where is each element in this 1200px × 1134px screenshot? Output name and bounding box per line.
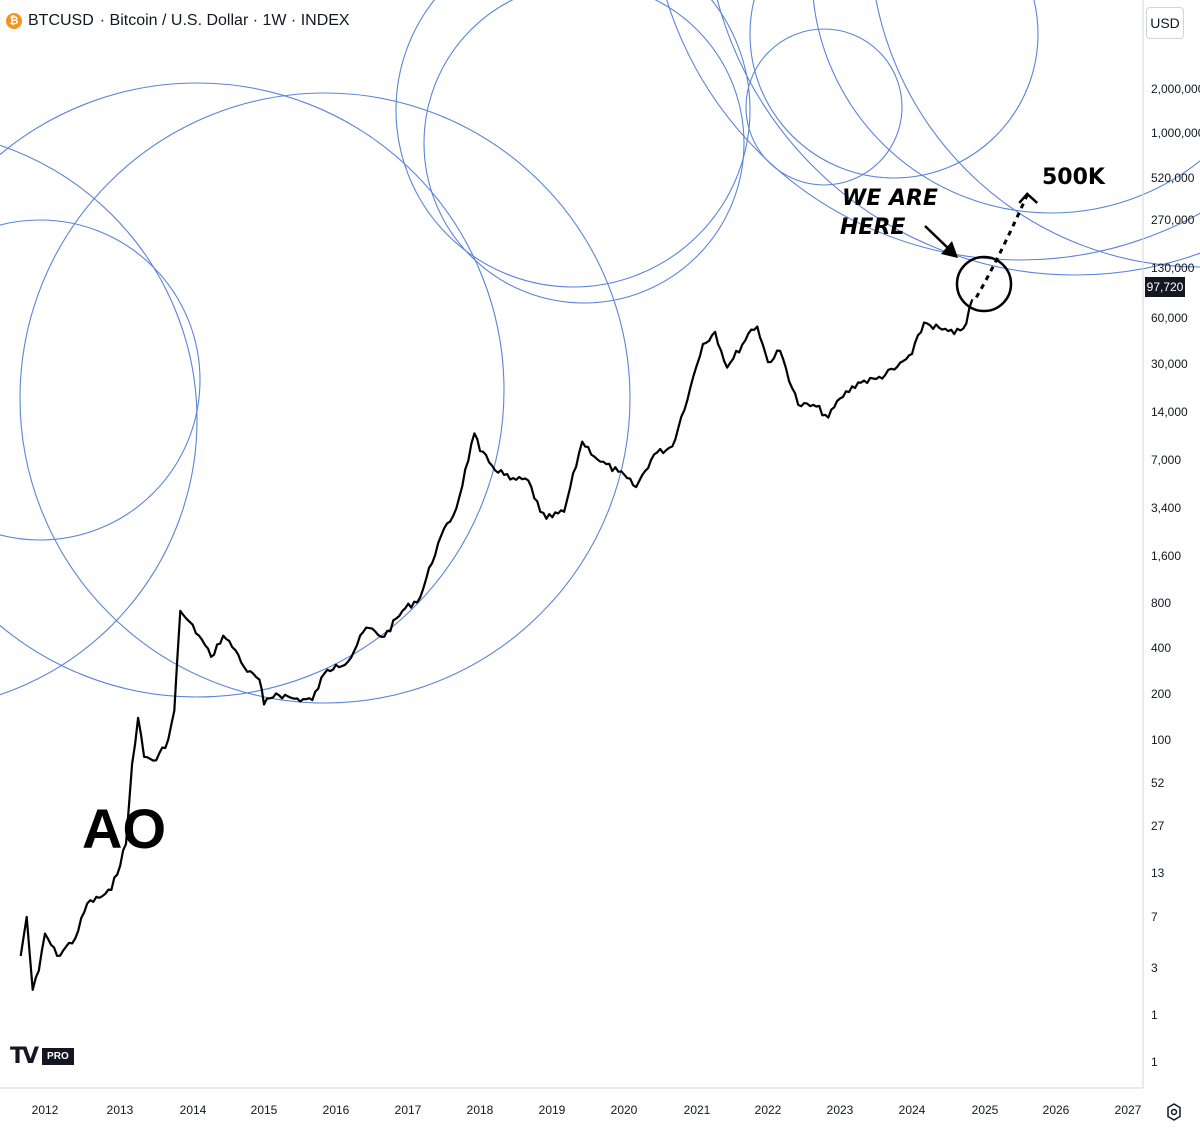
y-tick-label: 520,000 xyxy=(1151,171,1195,185)
cycle-circles xyxy=(0,0,1200,704)
cycle-circle xyxy=(0,219,201,541)
projection-line xyxy=(975,194,1029,299)
cycle-circle xyxy=(423,0,745,304)
pro-badge: PRO xyxy=(42,1048,74,1065)
we-are-here-text: WE ARE xyxy=(842,186,938,211)
y-tick-label: 52 xyxy=(1151,776,1165,790)
y-tick-label: 200 xyxy=(1151,687,1171,701)
y-tick-label: 30,000 xyxy=(1151,357,1188,371)
y-tick-label: 130,000 xyxy=(1151,261,1195,275)
current-position-circle xyxy=(955,255,1013,313)
price-line xyxy=(19,299,974,991)
cycle-circle xyxy=(395,0,751,288)
y-tick-label: 7,000 xyxy=(1151,453,1181,467)
y-tick-label: 1,000,000 xyxy=(1151,126,1200,140)
currency-button[interactable]: USD xyxy=(1146,7,1184,39)
x-tick-label: 2017 xyxy=(395,1103,422,1117)
y-tick-label: 27 xyxy=(1151,819,1165,833)
symbol-description: · Bitcoin / U.S. Dollar · 1W · INDEX xyxy=(99,12,350,29)
x-tick-label: 2013 xyxy=(107,1103,134,1117)
x-tick-label: 2012 xyxy=(32,1103,59,1117)
y-tick-label: 1 xyxy=(1151,1008,1158,1022)
annotation-arrow xyxy=(924,225,951,251)
we-are-here-text: HERE xyxy=(840,215,905,240)
x-tick-label: 2016 xyxy=(323,1103,350,1117)
cycle-circle xyxy=(716,0,1200,276)
cycle-circle xyxy=(812,0,1200,214)
x-tick-label: 2015 xyxy=(251,1103,278,1117)
tradingview-logo: TV PRO xyxy=(10,1044,74,1069)
y-tick-label: 400 xyxy=(1151,641,1171,655)
x-tick-label: 2014 xyxy=(180,1103,207,1117)
cycle-circle xyxy=(745,28,903,186)
y-tick-label: 7 xyxy=(1151,910,1158,924)
y-tick-label: 14,000 xyxy=(1151,405,1188,419)
current-price-tag xyxy=(1145,277,1185,297)
cycle-circle xyxy=(666,0,1200,261)
y-tick-label: 2,000,000 xyxy=(1151,82,1200,96)
annotation-arrowhead xyxy=(941,241,958,258)
y-tick-label: 60,000 xyxy=(1151,311,1188,325)
y-tick-label: 270,000 xyxy=(1151,213,1195,227)
x-tick-label: 2024 xyxy=(899,1103,926,1117)
y-tick-label: 1,600 xyxy=(1151,549,1181,563)
x-tick-label: 2019 xyxy=(539,1103,566,1117)
settings-icon[interactable] xyxy=(1163,1101,1185,1123)
cycle-circle xyxy=(0,144,198,696)
symbol-name: BTCUSD xyxy=(28,12,94,29)
bitcoin-icon: ₿ xyxy=(6,13,22,29)
symbol-header[interactable]: ₿ BTCUSD · Bitcoin / U.S. Dollar · 1W · … xyxy=(6,12,350,30)
x-tick-label: 2018 xyxy=(467,1103,494,1117)
projection-arrowhead xyxy=(1018,192,1039,204)
cycle-circle xyxy=(19,92,631,704)
tv-logo-mark: TV xyxy=(10,1044,39,1069)
x-tick-label: 2026 xyxy=(1043,1103,1070,1117)
y-tick-label: 3,400 xyxy=(1151,501,1181,515)
cycle-circle xyxy=(749,0,1039,179)
author-mark: AO xyxy=(82,797,166,860)
x-tick-label: 2027 xyxy=(1115,1103,1142,1117)
x-tick-label: 2020 xyxy=(611,1103,638,1117)
y-tick-label: 800 xyxy=(1151,596,1171,610)
y-tick-label: 100 xyxy=(1151,733,1171,747)
current-price-label: 97,720 xyxy=(1147,280,1184,294)
x-tick-label: 2025 xyxy=(972,1103,999,1117)
x-tick-label: 2022 xyxy=(755,1103,782,1117)
y-tick-label: 1 xyxy=(1151,1055,1158,1069)
x-tick-label: 2021 xyxy=(684,1103,711,1117)
x-tick-label: 2023 xyxy=(827,1103,854,1117)
target-price-label: 500K xyxy=(1042,165,1106,190)
cycle-circle xyxy=(0,82,505,698)
y-tick-label: 13 xyxy=(1151,866,1165,880)
y-tick-label: 3 xyxy=(1151,961,1158,975)
